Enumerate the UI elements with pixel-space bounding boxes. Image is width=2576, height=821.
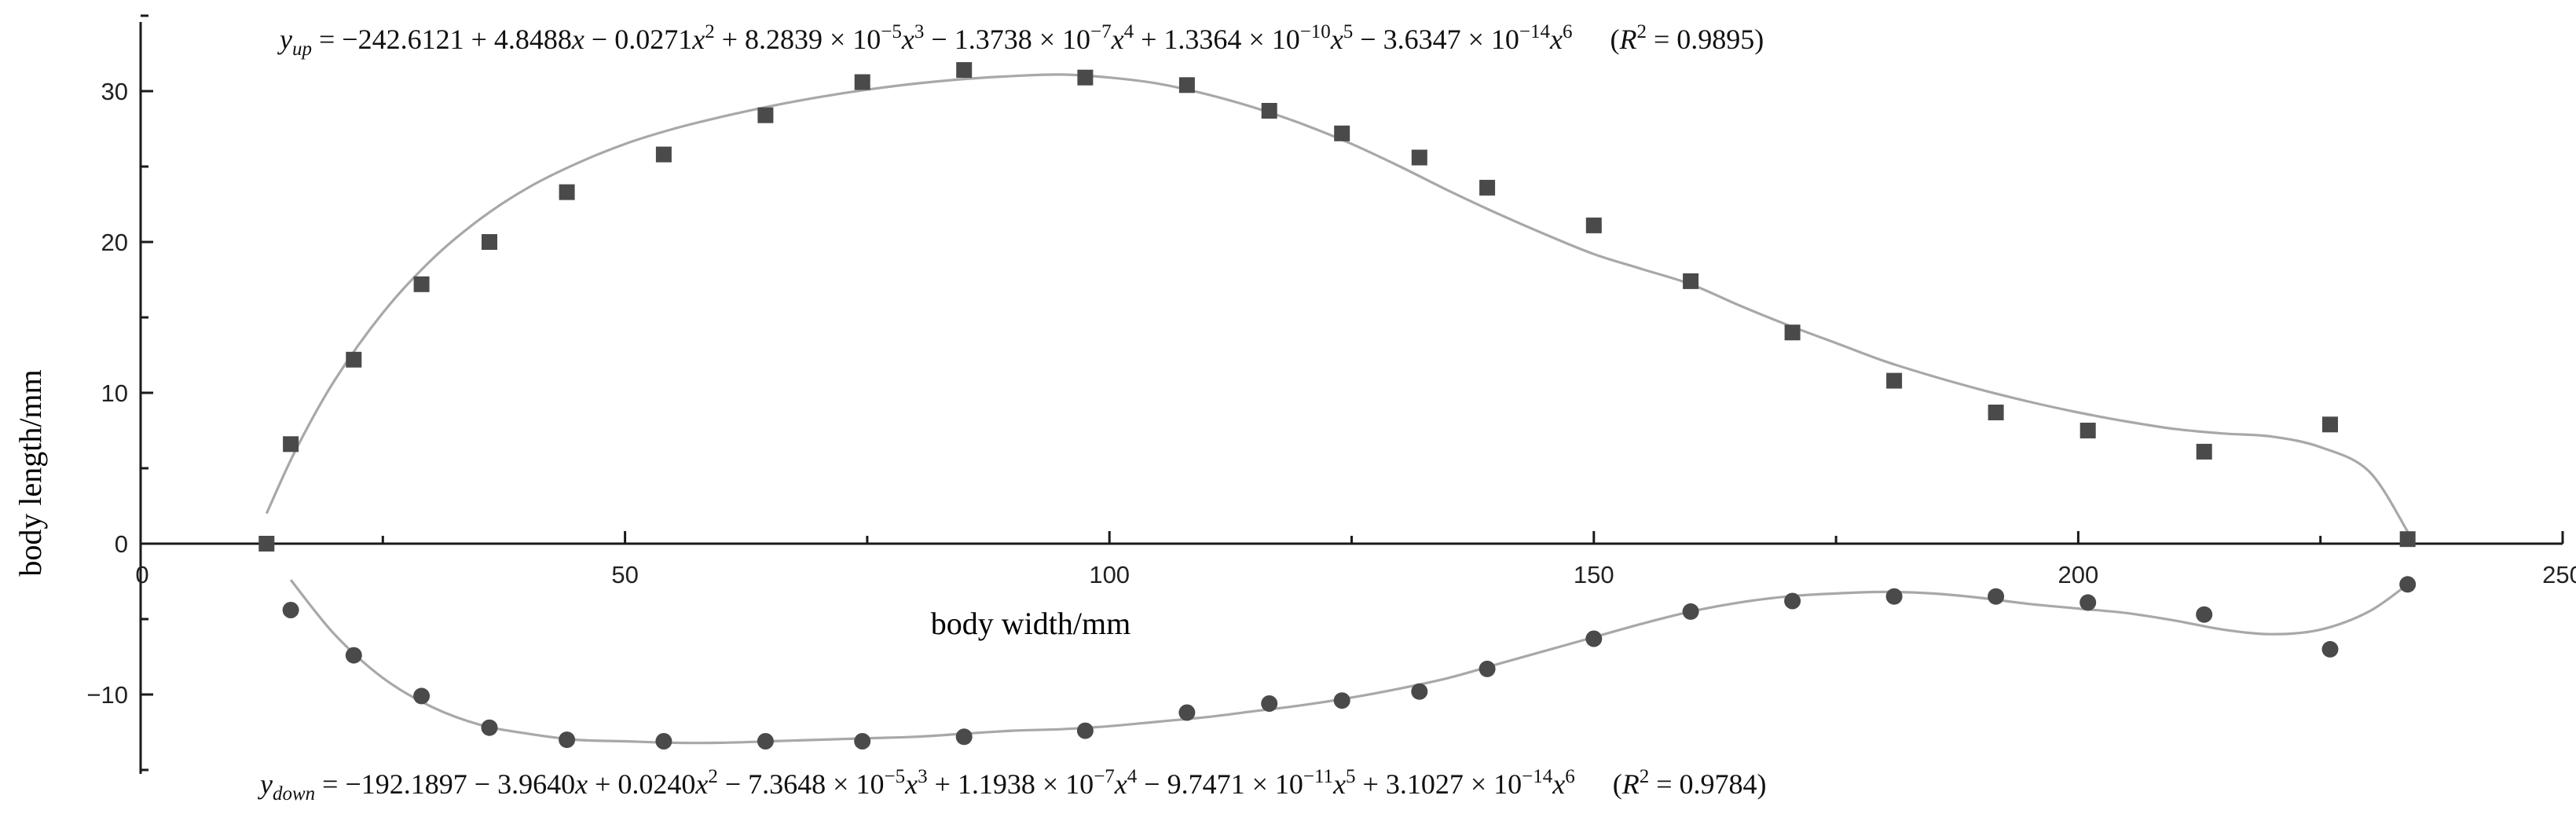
square-marker xyxy=(1334,125,1350,141)
square-marker xyxy=(1886,372,1903,389)
circle-marker xyxy=(1178,704,1196,721)
square-marker xyxy=(854,74,870,90)
y-tick-label: 10 xyxy=(101,379,128,407)
equation-down: ydown = −192.1897 − 3.9640x + 0.0240x2 −… xyxy=(258,766,1767,805)
y-tick-label: 30 xyxy=(101,78,128,105)
square-marker xyxy=(258,536,275,552)
square-marker xyxy=(346,351,362,368)
circle-marker xyxy=(2079,594,2097,611)
circle-marker xyxy=(1411,683,1428,700)
series-up-markers xyxy=(258,62,2416,552)
circle-marker xyxy=(481,719,498,736)
circle-marker xyxy=(1784,592,1801,610)
circle-marker xyxy=(2321,640,2339,658)
y-tick-label: −10 xyxy=(86,681,128,709)
square-marker xyxy=(283,436,299,453)
x-tick-label: 50 xyxy=(611,561,638,588)
square-marker xyxy=(655,146,672,163)
circle-marker xyxy=(955,728,973,746)
equation-up: yup = −242.6121 + 4.8488x − 0.0271x2 + 8… xyxy=(277,21,1764,60)
circle-marker xyxy=(1333,692,1350,709)
square-marker xyxy=(1479,179,1496,196)
x-tick-label: 200 xyxy=(2058,561,2099,588)
circle-marker xyxy=(1988,588,2005,605)
square-marker xyxy=(1683,273,1699,289)
y-axis-title: body length/mm xyxy=(13,369,48,576)
series-down-markers xyxy=(282,576,2417,750)
y-tick-label: 20 xyxy=(101,229,128,256)
fit-curve-down xyxy=(289,579,2409,745)
axis-tick-labels: 0 50 100 150 200 250 −10 0 10 20 30 xyxy=(86,78,2576,709)
square-marker xyxy=(1077,69,1094,86)
x-tick-label: 250 xyxy=(2542,561,2576,588)
square-marker xyxy=(482,234,497,250)
circle-marker xyxy=(1261,695,1278,712)
square-marker xyxy=(2196,443,2212,460)
circle-marker xyxy=(1885,588,1903,605)
square-marker xyxy=(559,184,575,200)
circle-marker xyxy=(2399,576,2417,593)
square-marker xyxy=(413,276,430,292)
x-tick-label: 0 xyxy=(135,561,148,588)
x-axis-title: body width/mm xyxy=(931,606,1130,641)
square-marker xyxy=(2399,531,2416,548)
circle-marker xyxy=(854,733,871,750)
fit-curve-up xyxy=(265,73,2409,533)
circle-marker xyxy=(413,687,431,705)
circle-marker xyxy=(1479,660,1496,677)
circle-marker xyxy=(1076,722,1094,739)
circle-marker xyxy=(345,647,362,664)
y-tick-label: 0 xyxy=(115,530,128,558)
circle-marker xyxy=(559,731,576,749)
circle-marker xyxy=(2196,606,2213,623)
square-marker xyxy=(1178,77,1195,93)
x-tick-label: 150 xyxy=(1574,561,1614,588)
circle-marker xyxy=(1585,630,1603,647)
circle-marker xyxy=(655,733,672,750)
square-marker xyxy=(956,62,973,79)
square-marker xyxy=(1411,149,1427,166)
square-marker xyxy=(2322,416,2338,433)
square-marker xyxy=(1585,217,1602,233)
x-tick-label: 100 xyxy=(1089,561,1130,588)
circle-marker xyxy=(1682,603,1699,620)
square-marker xyxy=(1784,324,1801,341)
square-marker xyxy=(1261,103,1277,119)
axis-ticks xyxy=(139,14,2564,772)
circle-marker xyxy=(757,733,774,750)
square-marker xyxy=(2079,423,2096,438)
square-marker xyxy=(1988,405,2004,420)
square-marker xyxy=(757,107,774,123)
circle-marker xyxy=(282,602,299,618)
